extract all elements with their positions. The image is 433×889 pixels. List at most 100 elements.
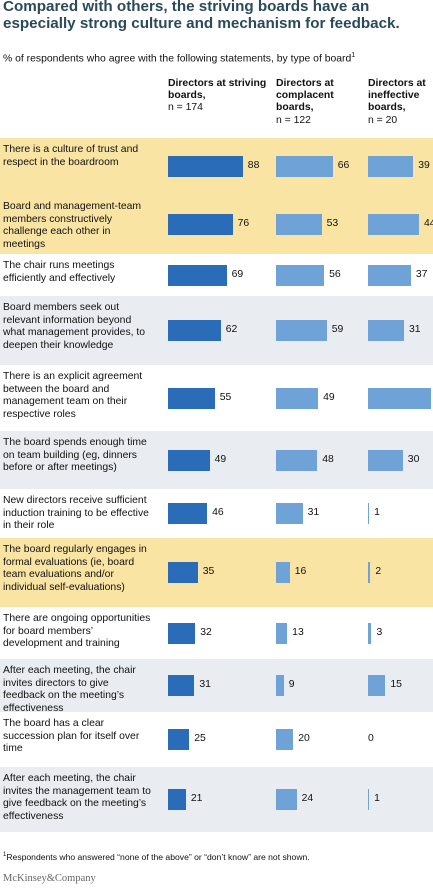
- bar-ineffective: [368, 388, 431, 409]
- bar-complacent: [276, 562, 290, 583]
- value-label-striving: 31: [199, 679, 211, 690]
- bar-striving: [168, 623, 196, 644]
- bar-ineffective: [368, 562, 371, 583]
- value-label-complacent: 16: [294, 566, 307, 577]
- value-label-ineffective: 37: [415, 269, 428, 280]
- bar-ineffective: [368, 623, 372, 644]
- value-label-ineffective: 31: [408, 324, 421, 335]
- category-label: After each meeting, the chair invites th…: [3, 773, 151, 822]
- chart-row: New directors receive sufficient inducti…: [0, 489, 433, 538]
- value-label-striving: 62: [225, 324, 238, 335]
- value-label-striving: 76: [237, 218, 250, 229]
- bar-striving: [168, 675, 195, 696]
- brand-logo: McKinsey&Company: [3, 873, 96, 884]
- category-label: The board spends enough time on team bui…: [3, 437, 147, 474]
- chart-row: Board and management-team members constr…: [0, 195, 433, 254]
- category-label: There are ongoing opportunities for boar…: [3, 613, 151, 650]
- bar-ineffective: [368, 675, 386, 696]
- column-header-striving-n: n = 174: [168, 102, 203, 114]
- category-label: New directors receive sufficient inducti…: [3, 495, 149, 532]
- value-label-ineffective: 30: [407, 454, 420, 465]
- bar-complacent: [276, 503, 303, 524]
- value-label-ineffective: 1: [374, 507, 380, 518]
- category-label: Board members seek out relevant informat…: [3, 302, 146, 351]
- category-label: There is an explicit agreement between t…: [3, 371, 143, 420]
- bar-ineffective: [368, 214, 420, 235]
- bar-striving: [168, 156, 243, 177]
- chart-row: The board regularly engages in formal ev…: [0, 538, 433, 607]
- bar-ineffective: [368, 450, 403, 471]
- value-label-striving: 46: [212, 507, 224, 518]
- value-label-striving: 25: [194, 733, 206, 744]
- chart-title: Compared with others, the striving board…: [3, 0, 400, 32]
- bar-striving: [168, 214, 233, 235]
- bar-ineffective: [368, 503, 370, 524]
- bar-complacent: [276, 388, 319, 409]
- bar-ineffective: [368, 789, 370, 810]
- bar-striving: [168, 789, 186, 810]
- value-label-striving: 35: [202, 566, 215, 577]
- column-header-ineffective: Directors at ineffective boards, n = 20: [368, 78, 432, 127]
- bar-striving: [168, 320, 221, 341]
- value-label-ineffective: 3: [376, 627, 383, 638]
- value-label-complacent: 31: [307, 507, 320, 518]
- value-label-striving: 69: [231, 269, 244, 280]
- category-label: The board has a clear succession plan fo…: [3, 718, 140, 755]
- footnote-marker: 1: [351, 52, 356, 59]
- bar-striving: [168, 729, 190, 750]
- bar-striving: [168, 265, 227, 286]
- value-label-complacent: 24: [301, 793, 314, 804]
- value-label-complacent: 48: [322, 454, 334, 465]
- footnote-marker: 1: [3, 852, 7, 859]
- bar-striving: [168, 503, 208, 524]
- chart-row: There is a culture of trust and respect …: [0, 138, 433, 195]
- column-header-striving: Directors at striving boards, n = 174: [168, 78, 268, 115]
- chart-row: The chair runs meetings efficiently and …: [0, 254, 433, 296]
- value-label-striving: 21: [190, 793, 203, 804]
- bar-striving: [168, 562, 198, 583]
- bar-striving: [168, 450, 210, 471]
- value-label-complacent: 59: [331, 324, 344, 335]
- bar-complacent: [276, 789, 297, 810]
- value-label-complacent: 56: [329, 269, 341, 280]
- footnote: 1Respondents who answered “none of the a…: [3, 852, 310, 862]
- column-header-ineffective-name: Directors at ineffective boards,: [368, 78, 426, 114]
- value-label-ineffective: 2: [375, 566, 382, 577]
- column-header-striving-name: Directors at striving boards,: [168, 78, 267, 102]
- category-label: The board regularly engages in formal ev…: [3, 544, 147, 593]
- bar-striving: [168, 388, 215, 409]
- chart-row: After each meeting, the chair invites di…: [0, 659, 433, 714]
- chart-row: After each meeting, the chair invites th…: [0, 767, 433, 832]
- value-label-complacent: 13: [292, 627, 304, 638]
- value-label-ineffective: 44: [424, 218, 433, 229]
- bar-complacent: [276, 320, 327, 341]
- chart-row: The board spends enough time on team bui…: [0, 431, 433, 489]
- column-header-ineffective-n: n = 20: [368, 114, 398, 126]
- column-header-complacent-name: Directors at complacent boards,: [276, 78, 334, 114]
- column-header-complacent-n: n = 122: [276, 114, 311, 126]
- chart-subtitle: % of respondents who agree with the foll…: [3, 52, 356, 65]
- bar-ineffective: [368, 265, 411, 286]
- value-label-ineffective: 0: [368, 733, 374, 744]
- category-label: There is a culture of trust and respect …: [3, 144, 139, 168]
- chart-row: There is an explicit agreement between t…: [0, 365, 433, 431]
- value-label-complacent: 9: [288, 679, 295, 690]
- value-label-ineffective: 1: [374, 793, 380, 804]
- category-label: Board and management-team members constr…: [3, 201, 142, 250]
- bar-complacent: [276, 450, 318, 471]
- bar-complacent: [276, 156, 333, 177]
- bar-ineffective: [368, 320, 404, 341]
- value-label-ineffective: 39: [418, 160, 430, 171]
- bar-complacent: [276, 265, 325, 286]
- value-label-striving: 49: [214, 454, 227, 465]
- chart-row: There are ongoing opportunities for boar…: [0, 607, 433, 659]
- value-label-ineffective: 15: [390, 679, 402, 690]
- value-label-complacent: 49: [323, 392, 335, 403]
- value-label-striving: 55: [219, 392, 232, 403]
- category-label: The chair runs meetings efficiently and …: [3, 260, 116, 284]
- bar-complacent: [276, 675, 284, 696]
- chart-row: Board members seek out relevant informat…: [0, 296, 433, 365]
- value-label-striving: 88: [247, 160, 260, 171]
- bar-complacent: [276, 623, 288, 644]
- bar-ineffective: [368, 156, 414, 177]
